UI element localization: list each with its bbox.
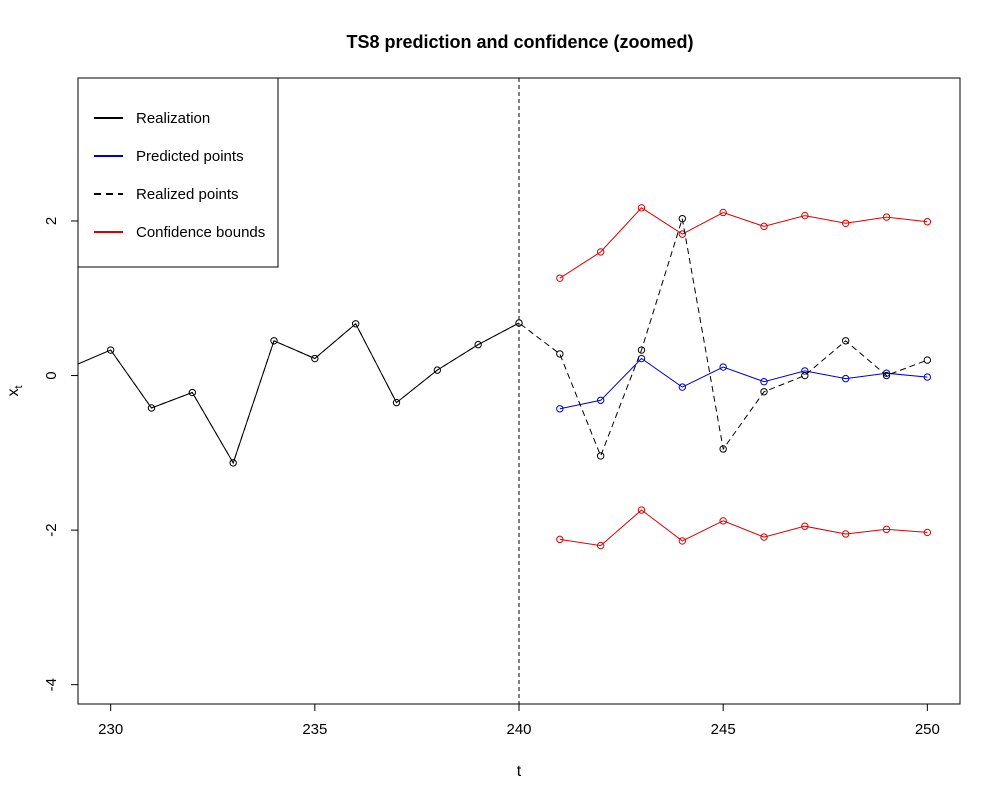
legend-box <box>77 77 279 268</box>
data-point <box>556 274 564 282</box>
data-point <box>270 337 278 345</box>
data-point <box>433 366 442 374</box>
data-point <box>106 346 115 354</box>
data-point <box>678 383 687 391</box>
data-point <box>882 525 891 534</box>
data-point <box>637 204 646 212</box>
y-tick-label: -4 <box>43 678 60 691</box>
data-point <box>229 459 237 467</box>
data-point <box>841 219 850 227</box>
data-point <box>882 371 891 380</box>
series-lower-confidence-bound <box>556 506 932 550</box>
data-point <box>923 373 932 381</box>
chart-title: TS8 prediction and confidence (zoomed) <box>346 32 693 52</box>
data-point <box>801 211 809 220</box>
data-point <box>841 337 850 345</box>
y-axis-label: xt <box>5 385 25 396</box>
data-point <box>596 452 605 460</box>
x-tick-label: 235 <box>302 721 327 738</box>
x-tick-label: 250 <box>915 721 940 738</box>
data-point <box>515 319 523 327</box>
series-line <box>559 357 928 410</box>
x-axis: 230 235 240 245 250 <box>98 704 940 738</box>
data-point <box>841 530 850 538</box>
data-point <box>760 388 768 396</box>
data-point <box>188 388 197 397</box>
data-point <box>474 340 482 349</box>
y-tick-label: -2 <box>43 523 60 536</box>
y-tick-label: 0 <box>43 371 60 379</box>
legend-label: Confidence bounds <box>136 224 265 241</box>
legend: Realization Predicted points Realized poin… <box>77 77 279 268</box>
data-point <box>719 208 727 217</box>
series-line <box>110 218 928 465</box>
data-point <box>351 320 360 328</box>
plot-content <box>77 78 932 704</box>
legend-label: Predicted points <box>136 148 244 165</box>
data-point <box>760 533 768 541</box>
x-axis-label: t <box>517 763 522 780</box>
data-point <box>678 537 687 545</box>
data-point <box>801 367 809 375</box>
legend-label: Realization <box>136 110 210 127</box>
data-point <box>719 363 727 371</box>
data-point <box>556 405 564 413</box>
legend-label: Realized points <box>136 186 239 203</box>
data-point <box>923 528 932 537</box>
data-point <box>596 248 605 256</box>
data-point <box>637 506 646 514</box>
series-realization <box>77 322 520 465</box>
data-point <box>760 378 768 386</box>
data-point <box>841 374 850 383</box>
series-realized-points <box>106 214 932 467</box>
y-axis: -4 -2 0 2 <box>43 217 78 691</box>
data-point <box>923 218 932 226</box>
data-point <box>637 346 646 354</box>
data-point <box>392 398 401 407</box>
data-point <box>311 354 319 363</box>
data-point <box>596 396 605 404</box>
data-point <box>556 535 564 544</box>
series-line <box>559 509 928 547</box>
data-point <box>801 371 809 380</box>
data-point <box>147 404 156 412</box>
y-axis-label-subscript: t <box>13 385 25 388</box>
x-tick-label: 245 <box>711 721 736 738</box>
data-point <box>678 214 687 223</box>
data-point <box>760 222 768 231</box>
series-predicted-points <box>556 354 932 413</box>
series-line <box>77 322 520 465</box>
y-tick-label: 2 <box>43 217 60 225</box>
data-point <box>923 356 932 364</box>
data-point <box>596 541 605 550</box>
series-line <box>559 207 928 279</box>
data-point <box>801 522 809 530</box>
x-tick-label: 240 <box>506 721 531 738</box>
series-confidence-bounds <box>556 204 932 282</box>
data-point <box>719 445 727 453</box>
data-point <box>719 517 727 525</box>
data-point <box>556 350 564 358</box>
y-axis-label-main: x <box>5 389 22 397</box>
x-tick-label: 230 <box>98 721 123 738</box>
data-point <box>882 213 891 221</box>
